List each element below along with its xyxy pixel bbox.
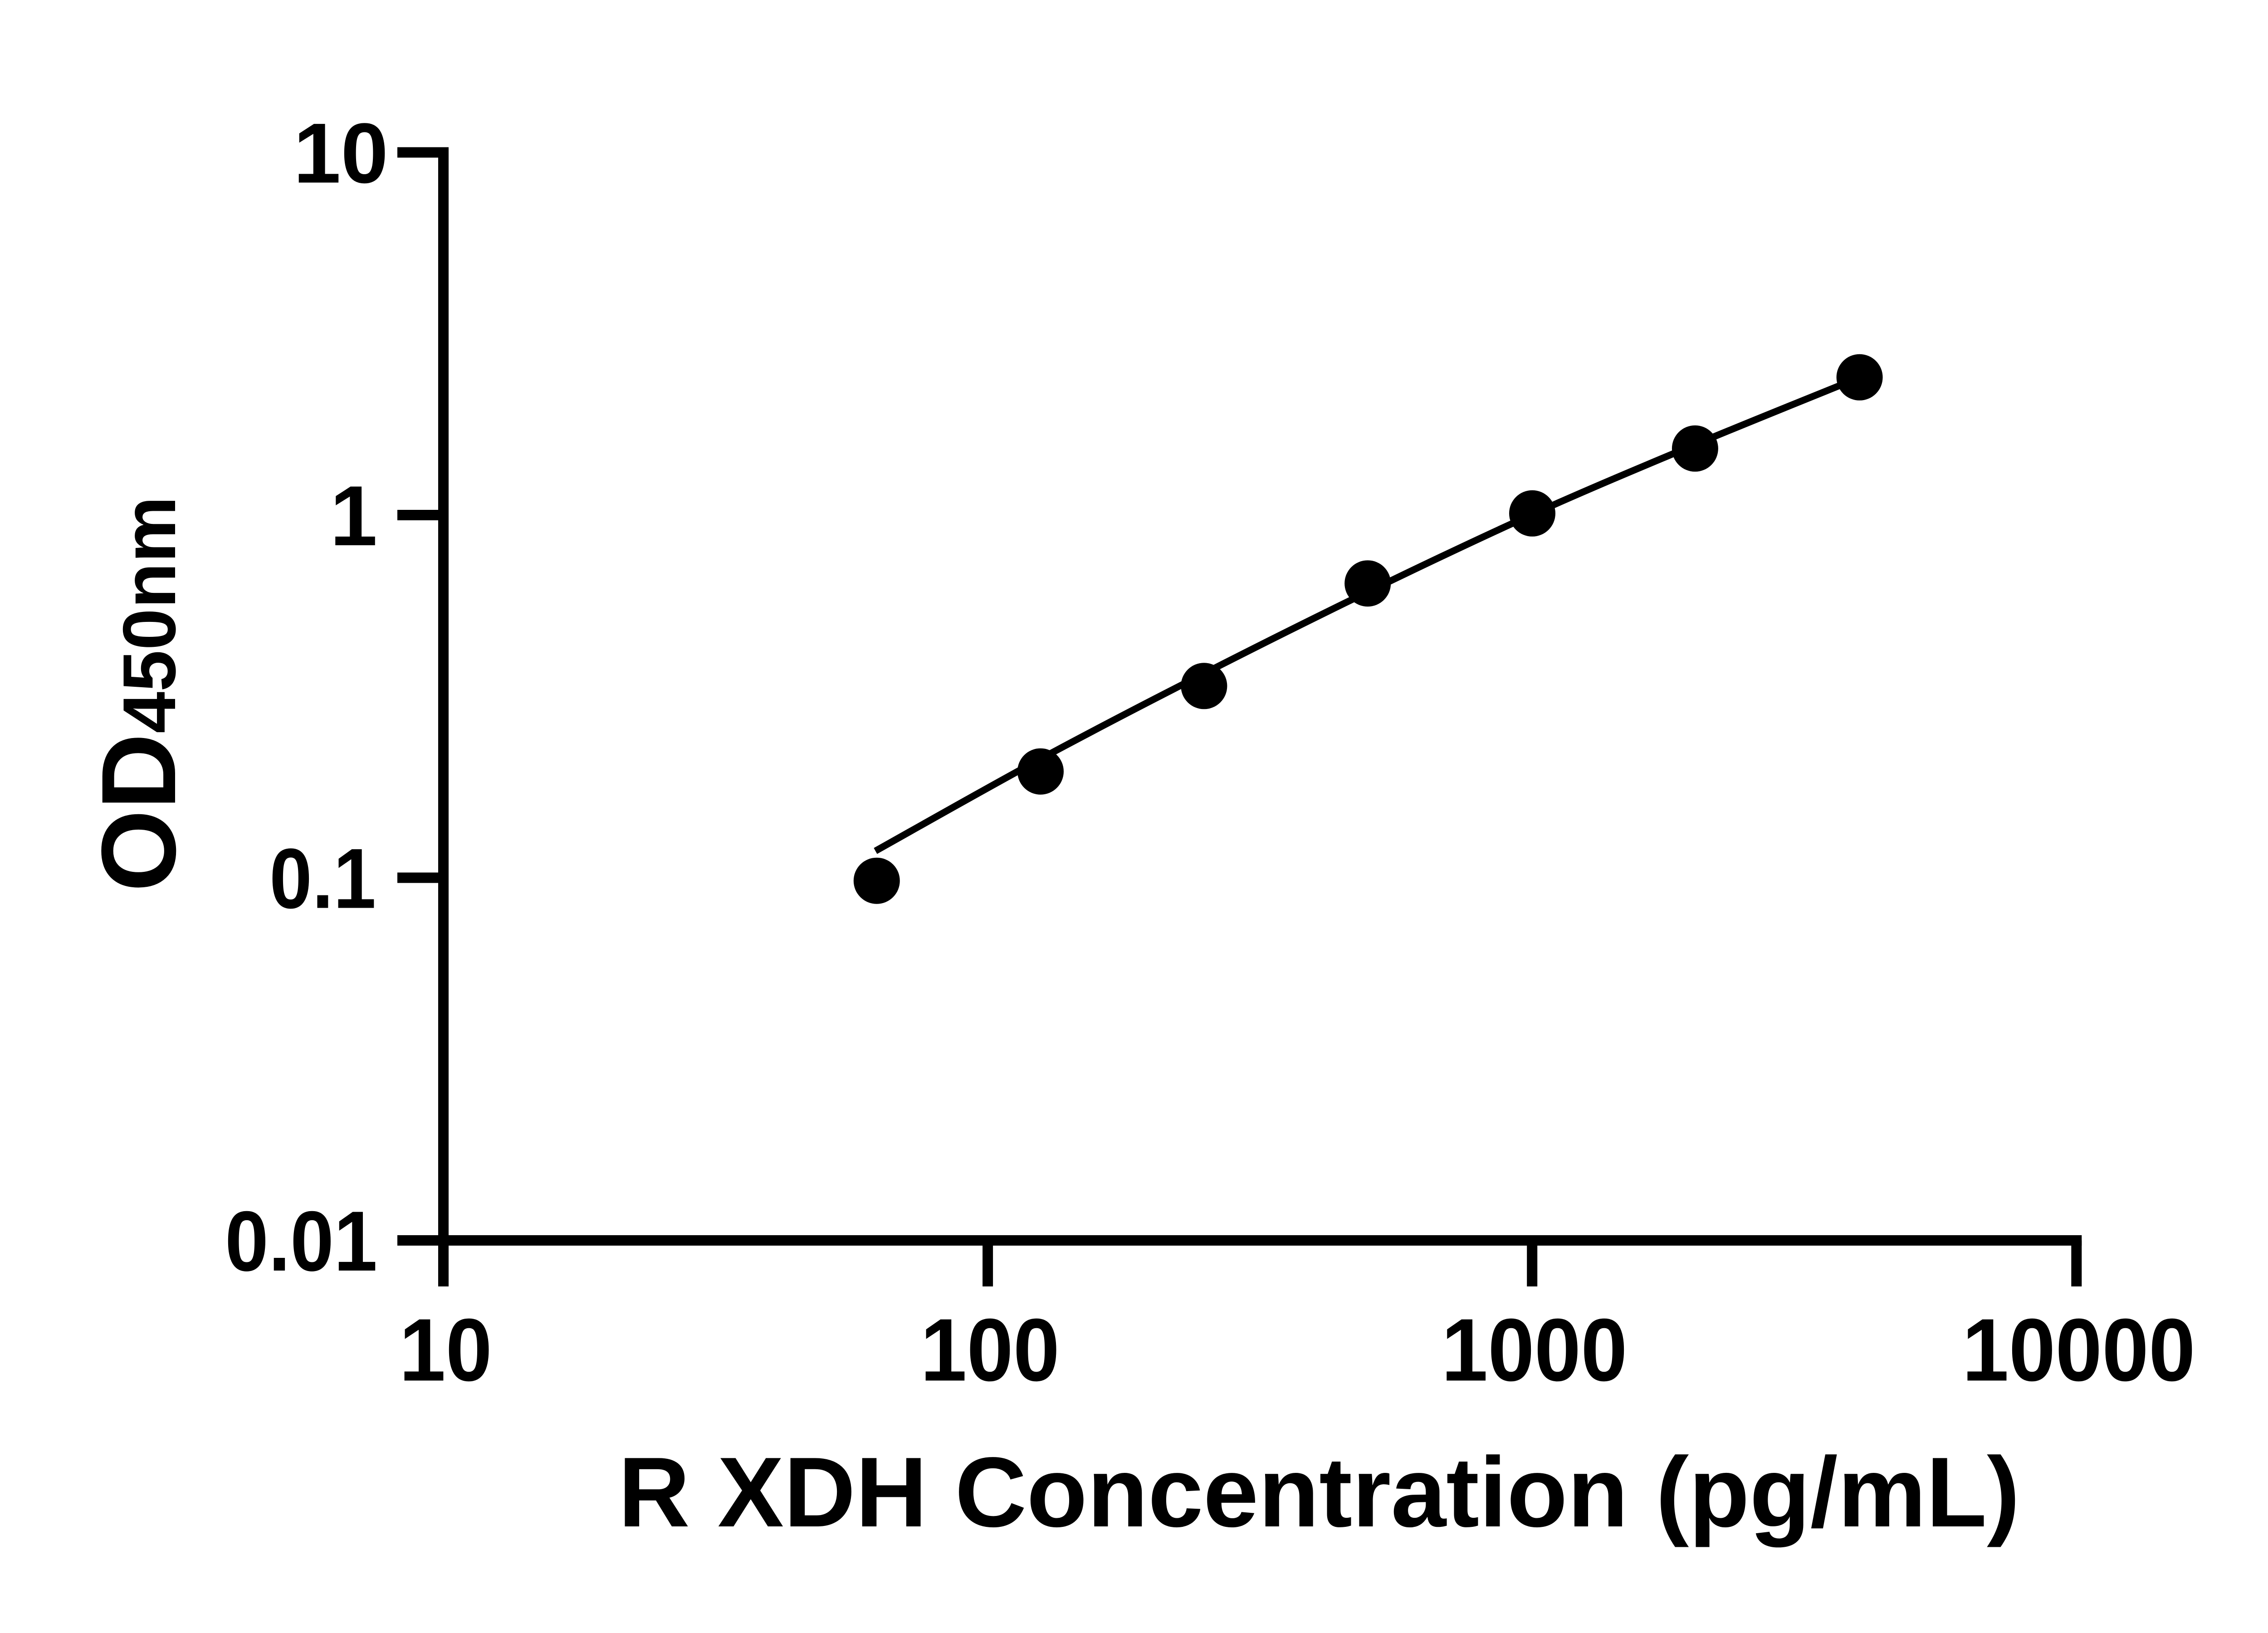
svg-text:1000: 1000: [1442, 1301, 1628, 1400]
svg-text:10000: 10000: [1962, 1301, 2195, 1400]
svg-text:100: 100: [920, 1301, 1060, 1400]
svg-text:R XDH Concentration (pg/mL): R XDH Concentration (pg/mL): [618, 1437, 2020, 1548]
svg-text:10: 10: [293, 106, 388, 201]
svg-text:1: 1: [330, 468, 377, 563]
svg-text:0.1: 0.1: [269, 831, 376, 926]
svg-text:10: 10: [399, 1301, 492, 1400]
svg-text:0.01: 0.01: [225, 1193, 377, 1289]
